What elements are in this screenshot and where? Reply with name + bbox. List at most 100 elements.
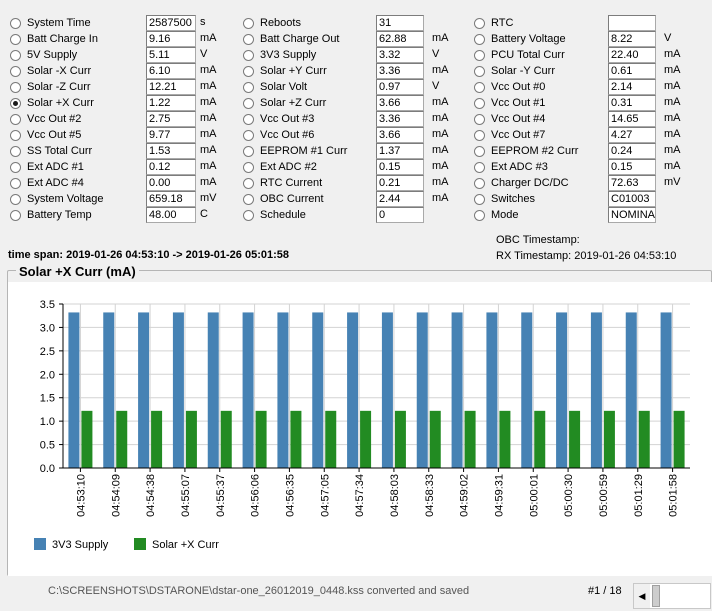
- bar-3v3-supply[interactable]: [590, 312, 602, 468]
- radio-button-schedule[interactable]: [243, 210, 254, 221]
- bar-solar-x-curr[interactable]: [360, 410, 372, 468]
- radio-button-ext-adc-3[interactable]: [474, 162, 485, 173]
- bar-3v3-supply[interactable]: [486, 312, 498, 468]
- radio-button-system-time[interactable]: [10, 18, 21, 29]
- telemetry-row-battery-temp[interactable]: Battery Temp: [10, 208, 146, 224]
- bar-solar-x-curr[interactable]: [116, 410, 128, 468]
- bar-3v3-supply[interactable]: [625, 312, 637, 468]
- radio-button-eeprom-1-curr[interactable]: [243, 146, 254, 157]
- radio-button-solar-y-curr[interactable]: [243, 66, 254, 77]
- telemetry-row-solar-x-curr[interactable]: Solar +X Curr: [10, 96, 146, 112]
- bar-3v3-supply[interactable]: [68, 312, 80, 468]
- radio-button-solar-volt[interactable]: [243, 82, 254, 93]
- radio-button-vcc-out-5[interactable]: [10, 130, 21, 141]
- telemetry-row-vcc-out-6[interactable]: Vcc Out #6: [243, 128, 376, 144]
- telemetry-row-vcc-out-4[interactable]: Vcc Out #4: [474, 112, 608, 128]
- bar-3v3-supply[interactable]: [103, 312, 115, 468]
- radio-button-vcc-out-0[interactable]: [474, 82, 485, 93]
- radio-button-vcc-out-4[interactable]: [474, 114, 485, 125]
- telemetry-row-pcu-total-curr[interactable]: PCU Total Curr: [474, 48, 608, 64]
- bar-solar-x-curr[interactable]: [569, 410, 581, 468]
- radio-button-solar-x-curr[interactable]: [10, 66, 21, 77]
- radio-button-obc-current[interactable]: [243, 194, 254, 205]
- bar-3v3-supply[interactable]: [242, 312, 254, 468]
- bar-solar-x-curr[interactable]: [81, 410, 93, 468]
- page-scrollbar[interactable]: ◀: [633, 583, 711, 609]
- radio-button-solar-x-curr[interactable]: [10, 98, 21, 109]
- bar-3v3-supply[interactable]: [207, 312, 219, 468]
- telemetry-row-solar-x-curr[interactable]: Solar -X Curr: [10, 64, 146, 80]
- radio-button-vcc-out-6[interactable]: [243, 130, 254, 141]
- telemetry-row-solar-z-curr[interactable]: Solar +Z Curr: [243, 96, 376, 112]
- bar-solar-x-curr[interactable]: [255, 410, 267, 468]
- telemetry-row-system-time[interactable]: System Time: [10, 16, 146, 32]
- bar-solar-x-curr[interactable]: [464, 410, 476, 468]
- bar-solar-x-curr[interactable]: [429, 410, 441, 468]
- radio-button-system-voltage[interactable]: [10, 194, 21, 205]
- radio-button-vcc-out-2[interactable]: [10, 114, 21, 125]
- bar-3v3-supply[interactable]: [451, 312, 463, 468]
- radio-button-rtc[interactable]: [474, 18, 485, 29]
- bar-3v3-supply[interactable]: [172, 312, 184, 468]
- bar-3v3-supply[interactable]: [416, 312, 428, 468]
- telemetry-row-batt-charge-in[interactable]: Batt Charge In: [10, 32, 146, 48]
- radio-button-pcu-total-curr[interactable]: [474, 50, 485, 61]
- telemetry-row-solar-y-curr[interactable]: Solar +Y Curr: [243, 64, 376, 80]
- radio-button-batt-charge-in[interactable]: [10, 34, 21, 45]
- radio-button-5v-supply[interactable]: [10, 50, 21, 61]
- bar-solar-x-curr[interactable]: [534, 410, 546, 468]
- radio-button-battery-voltage[interactable]: [474, 34, 485, 45]
- radio-button-ext-adc-2[interactable]: [243, 162, 254, 173]
- telemetry-row-solar-volt[interactable]: Solar Volt: [243, 80, 376, 96]
- radio-button-battery-temp[interactable]: [10, 210, 21, 221]
- bar-solar-x-curr[interactable]: [151, 410, 163, 468]
- radio-button-batt-charge-out[interactable]: [243, 34, 254, 45]
- telemetry-row-obc-current[interactable]: OBC Current: [243, 192, 376, 208]
- telemetry-row-solar-z-curr[interactable]: Solar -Z Curr: [10, 80, 146, 96]
- radio-button-vcc-out-1[interactable]: [474, 98, 485, 109]
- telemetry-row-battery-voltage[interactable]: Battery Voltage: [474, 32, 608, 48]
- radio-button-charger-dc-dc[interactable]: [474, 178, 485, 189]
- bar-3v3-supply[interactable]: [381, 312, 393, 468]
- bar-3v3-supply[interactable]: [347, 312, 359, 468]
- bar-solar-x-curr[interactable]: [220, 410, 232, 468]
- telemetry-row-system-voltage[interactable]: System Voltage: [10, 192, 146, 208]
- scroll-thumb[interactable]: [652, 585, 660, 607]
- bar-3v3-supply[interactable]: [521, 312, 533, 468]
- telemetry-row-5v-supply[interactable]: 5V Supply: [10, 48, 146, 64]
- bar-solar-x-curr[interactable]: [638, 410, 650, 468]
- telemetry-row-rtc[interactable]: RTC: [474, 16, 608, 32]
- radio-button-rtc-current[interactable]: [243, 178, 254, 189]
- bar-solar-x-curr[interactable]: [185, 410, 197, 468]
- telemetry-row-rtc-current[interactable]: RTC Current: [243, 176, 376, 192]
- radio-button-vcc-out-3[interactable]: [243, 114, 254, 125]
- scroll-left-arrow-icon[interactable]: ◀: [634, 584, 650, 608]
- bar-solar-x-curr[interactable]: [325, 410, 337, 468]
- bar-3v3-supply[interactable]: [556, 312, 568, 468]
- radio-button-solar-y-curr[interactable]: [474, 66, 485, 77]
- radio-button-vcc-out-7[interactable]: [474, 130, 485, 141]
- telemetry-row-mode[interactable]: Mode: [474, 208, 608, 224]
- telemetry-row-vcc-out-5[interactable]: Vcc Out #5: [10, 128, 146, 144]
- bar-3v3-supply[interactable]: [277, 312, 289, 468]
- bar-solar-x-curr[interactable]: [499, 410, 511, 468]
- bar-solar-x-curr[interactable]: [673, 410, 685, 468]
- telemetry-row-reboots[interactable]: Reboots: [243, 16, 376, 32]
- telemetry-row-charger-dc-dc[interactable]: Charger DC/DC: [474, 176, 608, 192]
- telemetry-row-3v3-supply[interactable]: 3V3 Supply: [243, 48, 376, 64]
- telemetry-row-solar-y-curr[interactable]: Solar -Y Curr: [474, 64, 608, 80]
- telemetry-row-vcc-out-2[interactable]: Vcc Out #2: [10, 112, 146, 128]
- telemetry-row-vcc-out-3[interactable]: Vcc Out #3: [243, 112, 376, 128]
- radio-button-ext-adc-4[interactable]: [10, 178, 21, 189]
- radio-button-mode[interactable]: [474, 210, 485, 221]
- radio-button-eeprom-2-curr[interactable]: [474, 146, 485, 157]
- bar-solar-x-curr[interactable]: [603, 410, 615, 468]
- bar-3v3-supply[interactable]: [312, 312, 324, 468]
- telemetry-row-ss-total-curr[interactable]: SS Total Curr: [10, 144, 146, 160]
- radio-button-reboots[interactable]: [243, 18, 254, 29]
- radio-button-ext-adc-1[interactable]: [10, 162, 21, 173]
- telemetry-row-schedule[interactable]: Schedule: [243, 208, 376, 224]
- radio-button-solar-z-curr[interactable]: [10, 82, 21, 93]
- bar-3v3-supply[interactable]: [660, 312, 672, 468]
- telemetry-row-eeprom-2-curr[interactable]: EEPROM #2 Curr: [474, 144, 608, 160]
